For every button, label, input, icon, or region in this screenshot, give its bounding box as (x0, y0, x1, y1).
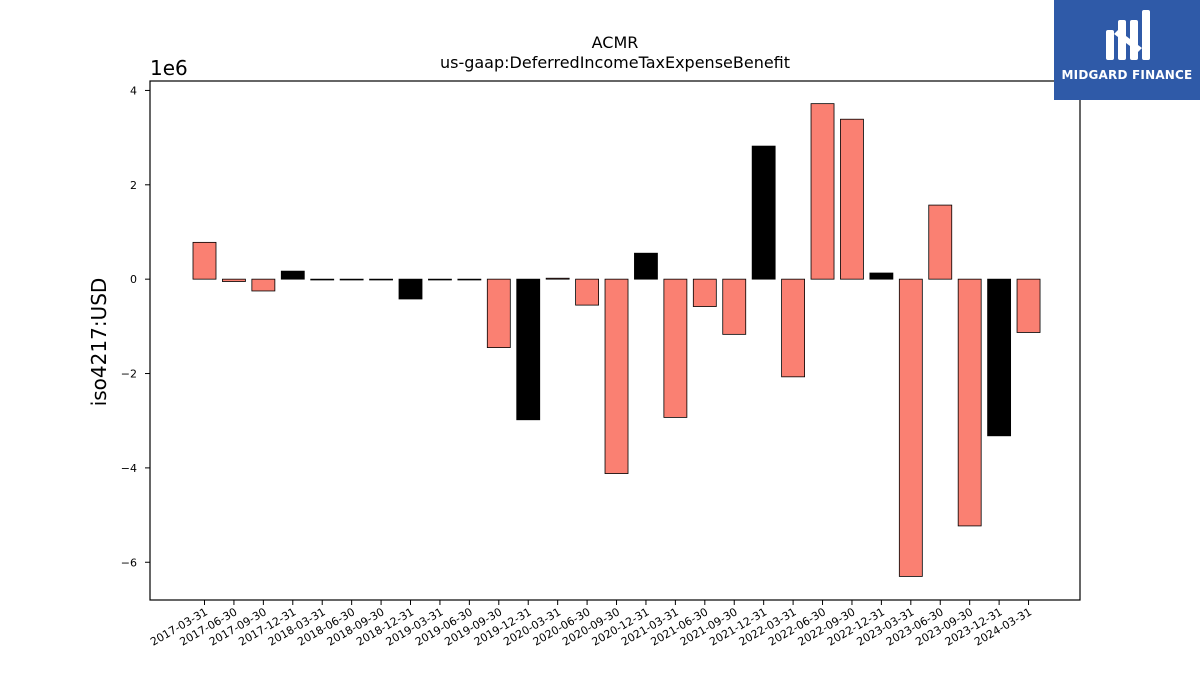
bar-2021-06-30 (692, 278, 717, 307)
plot-frame (149, 80, 1081, 601)
bar-2022-09-30 (840, 118, 864, 280)
bar-2017-03-31 (192, 241, 217, 280)
bar-2019-06-30 (457, 278, 482, 281)
brand-logo: MIDGARD FINANCE (1054, 0, 1200, 100)
y-axis-label: iso4217:USD (87, 278, 111, 407)
chart-title: ACMR (592, 33, 639, 52)
y-tick-label: −4 (121, 462, 137, 475)
y-tick-label: 4 (130, 84, 137, 97)
bar-2021-09-30 (722, 278, 747, 335)
x-ticks-group: 2017-03-312017-06-302017-09-302017-12-31… (148, 600, 1034, 649)
bar-2019-03-31 (428, 278, 452, 281)
bar-2017-09-30 (251, 278, 276, 292)
bar-2022-06-30 (810, 103, 835, 280)
bar-2019-09-30 (486, 278, 511, 348)
brand-name: MIDGARD FINANCE (1061, 68, 1193, 82)
bar-2022-03-31 (781, 278, 805, 378)
bar-2023-12-31 (987, 278, 1012, 437)
chart-subtitle: us-gaap:DeferredIncomeTaxExpenseBenefit (440, 53, 790, 72)
bar-2021-03-31 (663, 278, 688, 418)
bar-2021-12-31 (751, 145, 776, 280)
bar-2024-03-31 (1016, 278, 1041, 333)
bar-2020-12-31 (634, 252, 658, 280)
y-axis-offset-label: 1e6 (150, 56, 188, 80)
bar-2022-12-31 (869, 272, 894, 280)
bar-2020-09-30 (604, 278, 629, 474)
bar-2023-03-31 (898, 278, 923, 577)
y-tick-label: −6 (121, 556, 137, 569)
bar-2018-03-31 (310, 278, 335, 281)
bar-2019-12-31 (516, 278, 541, 421)
bar-2018-12-31 (398, 278, 423, 300)
bar-2020-03-31 (545, 277, 570, 280)
bars-group (192, 103, 1041, 577)
bar-2018-09-30 (369, 278, 393, 281)
y-ticks-group: 4 2 0 −2 −4 −6 (121, 84, 150, 569)
midgard-finance-logo-icon (1106, 10, 1150, 60)
y-tick-label: 2 (130, 179, 137, 192)
y-tick-label: 0 (130, 273, 137, 286)
bar-2017-12-31 (280, 270, 305, 280)
bar-2020-06-30 (575, 278, 599, 306)
bar-2017-06-30 (222, 278, 246, 282)
bar-2018-06-30 (339, 278, 364, 281)
bar-2023-06-30 (928, 204, 953, 280)
bar-2023-09-30 (957, 278, 982, 527)
y-tick-label: −2 (121, 368, 137, 381)
